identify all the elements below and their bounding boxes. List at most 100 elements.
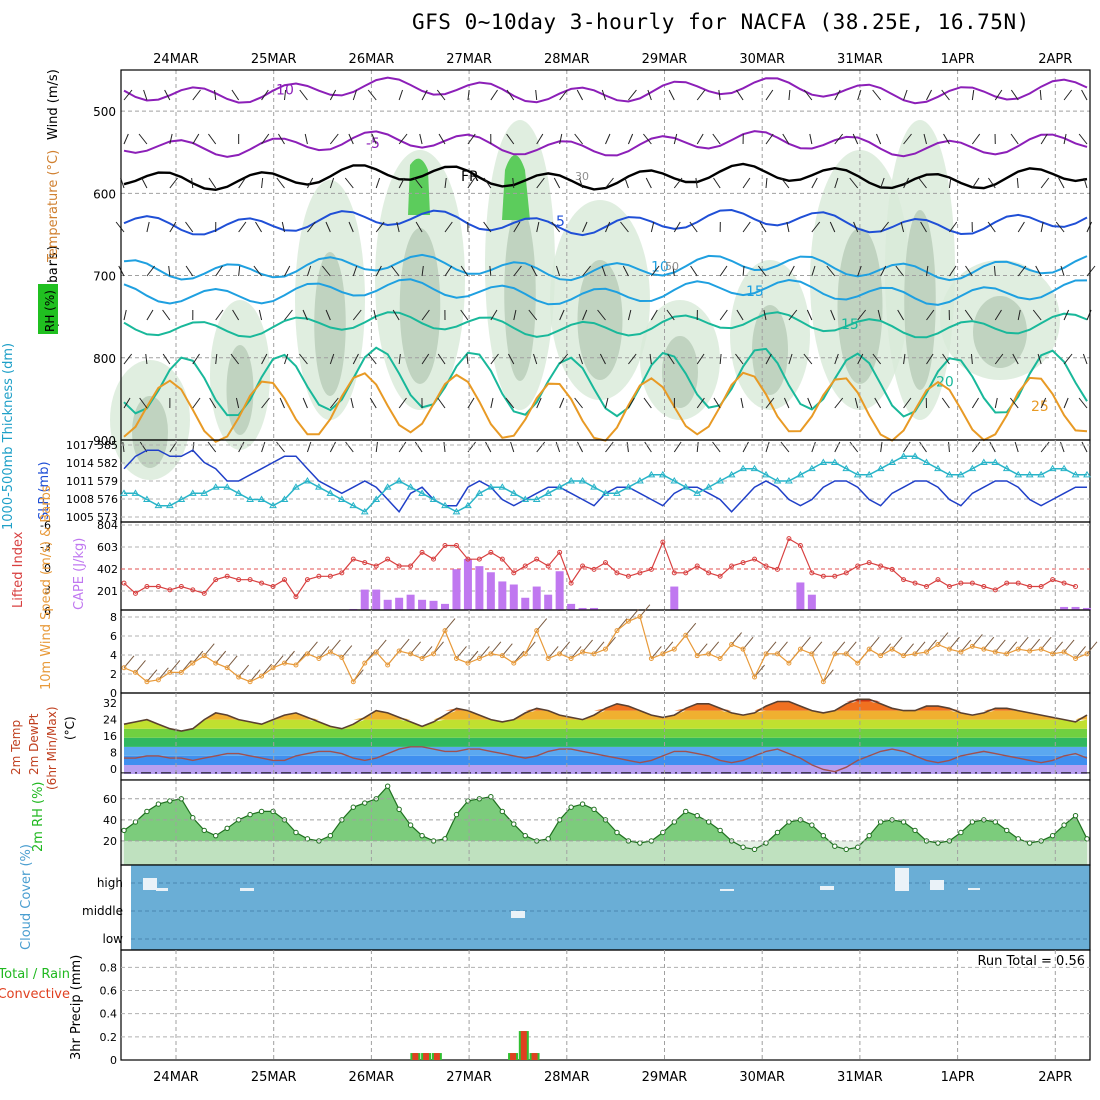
lifted-index-marker	[282, 577, 287, 583]
wind-barb	[375, 265, 382, 277]
thickness-marker	[280, 495, 289, 502]
cape-bar	[1083, 607, 1091, 610]
cape-bar	[395, 597, 404, 610]
rh-marker	[453, 811, 460, 818]
wind-barb	[971, 177, 980, 189]
wind-barb	[673, 133, 678, 145]
lifted-index-marker	[442, 543, 448, 548]
wind-barb	[284, 89, 287, 101]
cape-bar	[463, 559, 472, 610]
wind-barb	[162, 353, 171, 365]
lifted-index-marker	[132, 590, 138, 596]
rh-marker	[121, 827, 127, 834]
wind-speed-marker	[924, 649, 929, 655]
lifted-index-marker	[969, 580, 975, 586]
wind-barb	[208, 133, 217, 145]
wind-barb	[146, 221, 150, 233]
wind-barb	[949, 221, 958, 233]
thickness-marker	[830, 458, 839, 465]
temperature-contour	[123, 162, 1088, 192]
cloud-cover-block	[720, 889, 734, 891]
surface-wind-barb	[570, 646, 582, 659]
thickness-marker	[292, 483, 300, 490]
lifted-tick-label: -6	[40, 519, 51, 532]
wind-barb	[169, 221, 177, 233]
wind-barb	[1081, 441, 1088, 453]
rh-marker	[224, 825, 230, 831]
date-label-bottom: 26MAR	[349, 1070, 395, 1085]
wind-barb	[276, 441, 285, 453]
surface-wind-barb	[536, 618, 548, 631]
wind-barb	[139, 397, 148, 409]
lifted-index-marker	[316, 573, 322, 579]
wind-speed-line	[123, 615, 1088, 684]
date-label-bottom: 25MAR	[251, 1070, 297, 1085]
wind-barb	[788, 353, 793, 365]
lifted-index-marker	[580, 563, 586, 569]
temperature-contour	[123, 253, 1088, 282]
wind-barb	[466, 353, 469, 365]
wind-speed-marker	[1050, 651, 1056, 657]
wind-barb	[555, 265, 561, 277]
thickness-tick-label: 579	[97, 475, 118, 488]
thickness-marker	[567, 477, 575, 484]
thickness-marker	[1048, 464, 1057, 472]
wind-barb	[780, 441, 790, 453]
wind-barb	[485, 441, 492, 453]
thickness-marker	[945, 470, 954, 478]
wind-barb	[1078, 397, 1088, 409]
temp-tick-label: 16	[103, 730, 117, 743]
cape-tick-label: 402	[97, 563, 118, 576]
cloud-cover-block	[930, 880, 944, 890]
lifted-index-marker	[901, 577, 907, 583]
slp-tick-label: 1014	[66, 457, 94, 470]
wind-barb	[673, 177, 683, 189]
rh-marker	[660, 829, 666, 836]
wind-barb	[673, 221, 681, 233]
temperature-band	[124, 728, 1087, 738]
surface-wind-barb	[1086, 641, 1098, 655]
wind-barb	[1014, 441, 1019, 453]
lifted-index-marker	[431, 556, 437, 562]
surface-wind-barb	[994, 639, 1006, 653]
surface-wind-barb	[341, 645, 353, 658]
wind-barb	[444, 265, 453, 277]
temperature-contour-label: 25	[1031, 399, 1049, 415]
wind-barb	[508, 353, 515, 365]
wind-barb	[834, 89, 841, 101]
lifted-index-marker	[270, 584, 276, 589]
wind-barb	[620, 221, 629, 233]
wind-barb	[1040, 177, 1050, 189]
lifted-index-marker	[924, 584, 929, 589]
lifted-index-marker	[614, 570, 620, 576]
wind-barb	[513, 265, 522, 277]
lifted-index-marker	[878, 563, 884, 569]
cloud-cover-bg	[131, 865, 1090, 950]
lifted-index-marker	[1038, 584, 1044, 589]
lifted-index-marker	[213, 577, 219, 583]
wind-barb	[123, 133, 129, 145]
surface-wind-barb	[742, 636, 754, 650]
wind-barb	[489, 265, 492, 277]
thickness-marker	[842, 464, 851, 472]
thickness-marker	[670, 477, 679, 484]
rh-marker	[637, 840, 643, 846]
wind-speed-marker	[419, 655, 425, 661]
lifted-index-marker	[797, 543, 803, 548]
wind-barb	[1009, 397, 1019, 409]
date-label-bottom: 24MAR	[153, 1070, 199, 1085]
surface-wind-barb	[926, 639, 937, 653]
wind-barb	[834, 133, 844, 145]
wind-barb	[255, 221, 262, 233]
thickness-marker	[475, 489, 484, 496]
wind-tick-label: 0	[110, 687, 117, 700]
precip-convective-bar	[433, 1053, 440, 1060]
temperature-contour-label: 15	[841, 317, 859, 333]
wind-barb	[624, 177, 629, 189]
wind-barb	[742, 221, 751, 233]
cloud-tick-label: low	[103, 932, 124, 946]
wind-barb	[811, 265, 816, 277]
thickness-marker	[360, 507, 369, 515]
date-label-top: 28MAR	[544, 52, 590, 67]
surface-wind-barb	[559, 641, 571, 655]
